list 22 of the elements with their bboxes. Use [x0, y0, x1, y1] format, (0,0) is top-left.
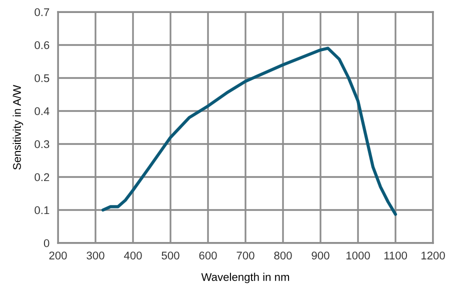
x-tick-label: 200	[49, 252, 67, 260]
x-tick-label: 600	[199, 252, 217, 260]
line-series	[101, 46, 398, 216]
x-tick-label: 1100	[384, 252, 408, 260]
y-tick-label: 0.3	[34, 140, 50, 148]
x-tick-label: 900	[312, 252, 330, 260]
x-tick-label: 700	[236, 252, 254, 260]
y-tick-label: 0.7	[34, 8, 50, 16]
y-tick-label: 0.2	[34, 173, 50, 182]
y-tick-label: 0.5	[34, 74, 50, 82]
x-axis-title: Wavelength in nm	[201, 272, 290, 284]
y-axis-title: Sensitivity in A/W	[12, 84, 24, 170]
x-tick-label: 1000	[346, 252, 370, 260]
y-tick-label: 0	[44, 239, 50, 248]
x-tick-label: 500	[162, 252, 180, 260]
x-tick-label: 300	[86, 252, 104, 260]
y-tick-label: 0.4	[34, 107, 50, 116]
x-tick-label: 800	[274, 252, 292, 260]
y-tick-label: 0.6	[34, 41, 50, 50]
x-tick-label: 400	[124, 252, 142, 260]
y-tick-label: 0.1	[34, 206, 50, 214]
x-tick-label: 1200	[421, 252, 445, 260]
